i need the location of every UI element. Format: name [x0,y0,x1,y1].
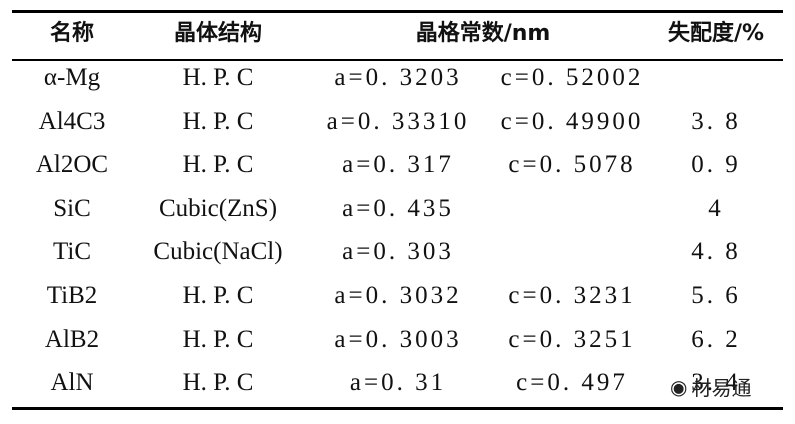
cell-c: c=0. 3251 [508,325,636,353]
cell-a: a=0. 3003 [334,325,462,353]
cell-c: c=0. 52002 [500,64,644,91]
cell-structure: H. P. C [182,282,254,309]
cell-mismatch: 4. 8 [691,238,741,266]
cell-mismatch: 3. 4 [691,369,741,397]
table-bottom-rule [12,407,783,410]
table-top-rule [12,10,783,13]
watermark-text: 材易通 [691,376,752,400]
header-name: 名称 [49,21,95,46]
cell-structure: Cubic(NaCl) [153,238,283,266]
cell-mismatch: 5. 6 [691,282,741,309]
cell-name: TiC [52,238,92,266]
cell-a: a=0. 435 [342,194,454,222]
cell-a: a=0. 3203 [334,64,462,91]
table-header-rule [12,59,783,61]
cell-structure: Cubic(ZnS) [158,194,278,222]
cell-mismatch: 6. 2 [691,325,741,353]
cell-structure: H. P. C [182,64,254,91]
cell-name: SiC [53,194,91,222]
cell-name: TiB2 [46,282,98,309]
cell-mismatch: 3. 8 [691,107,741,135]
cell-a: a=0. 303 [342,238,454,266]
cell-c: c=0. 5078 [508,151,636,179]
cell-a: a=0. 3032 [334,282,462,309]
cell-c: c=0. 3231 [508,282,636,309]
cell-name: AlN [50,369,94,397]
cell-mismatch: 0. 9 [691,151,741,179]
cell-name: Al4C3 [38,107,106,135]
cell-structure: H. P. C [182,107,254,135]
header-mismatch: 失配度/% [667,21,765,46]
cell-a: a=0. 31 [349,369,447,397]
cell-structure: H. P. C [182,151,254,179]
watermark: ◉ 材易通 [670,372,751,401]
cell-name: Al2OC [35,151,109,179]
header-structure: 晶体结构 [173,21,263,46]
cell-c: c=0. 49900 [500,107,644,135]
header-lattice-constant: 晶格常数/nm [415,21,551,46]
cell-a: a=0. 33310 [326,107,470,135]
cell-name: AlB2 [44,325,100,353]
cell-mismatch: 4 [708,194,724,222]
cell-name: α-Mg [43,64,101,91]
cell-structure: H. P. C [182,369,254,397]
wechat-icon: ◉ [670,374,688,399]
cell-a: a=0. 317 [342,151,454,179]
cell-structure: H. P. C [182,325,254,353]
cell-c: c=0. 497 [516,369,628,397]
